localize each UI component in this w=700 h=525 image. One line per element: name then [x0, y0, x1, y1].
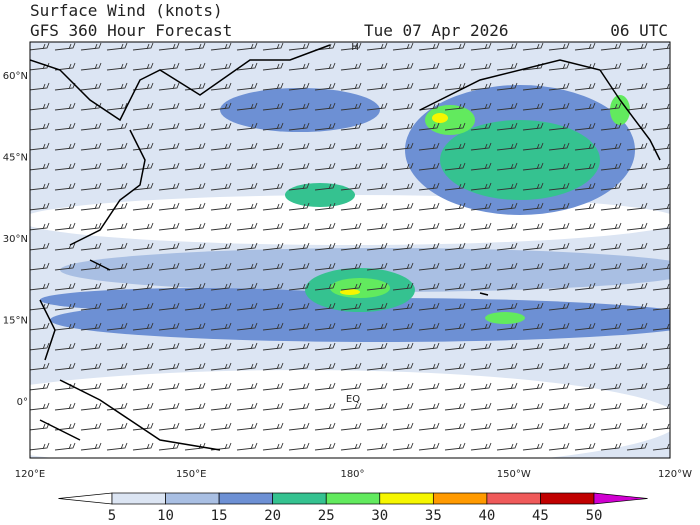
lon-label: 150°E [176, 469, 206, 480]
colorbar-bin [111, 492, 166, 505]
colorbar-tick-label: 45 [532, 508, 549, 524]
colorbar-tick-label: 5 [108, 508, 116, 524]
colorbar-bin [432, 492, 488, 505]
map-frame [29, 41, 671, 459]
lat-label: 60°N [3, 71, 28, 82]
colorbar-end [58, 492, 113, 505]
colorbar-end [593, 492, 648, 505]
colorbar-bin [165, 492, 220, 505]
colorbar-bin [540, 492, 595, 505]
colorbar-tick-label: 40 [478, 508, 495, 524]
colorbar-bin [486, 492, 541, 505]
annotation: EQ [346, 394, 360, 405]
lon-label: 120°W [658, 469, 692, 480]
colorbar-tick-label: 50 [586, 508, 603, 524]
colorbar-tick-label: 10 [157, 508, 174, 524]
annotation: H [351, 42, 359, 53]
colorbar-bin [325, 492, 381, 505]
lat-label: 45°N [3, 153, 28, 164]
axis-labels: 60°N 45°N 30°N 15°N 0° 120°E 150°E 180° 150°W 120… [3, 71, 692, 480]
subtitle: GFS 360 Hour Forecast [30, 21, 232, 40]
map-area [30, 42, 670, 458]
time: 06 UTC [610, 21, 668, 40]
lat-label: 0° [17, 397, 28, 408]
colorbar: 5 10 15 20 25 30 35 40 45 50 [58, 492, 648, 524]
colorbar-bin [218, 492, 274, 505]
title: Surface Wind (knots) [30, 1, 223, 20]
colorbar-tick-label: 35 [425, 508, 442, 524]
colorbar-tick-label: 30 [371, 508, 388, 524]
colorbar-tick-label: 25 [318, 508, 335, 524]
colorbar-tick-label: 15 [211, 508, 228, 524]
lat-label: 15°N [3, 316, 28, 327]
lon-label: 180° [340, 469, 364, 480]
colorbar-bin [272, 492, 327, 505]
lon-label: 150°W [497, 469, 531, 480]
lon-label: 120°E [15, 469, 45, 480]
colorbar-tick-label: 20 [264, 508, 281, 524]
lat-label: 30°N [3, 234, 28, 245]
colorbar-bin [379, 492, 434, 505]
date: Tue 07 Apr 2026 [364, 21, 509, 40]
